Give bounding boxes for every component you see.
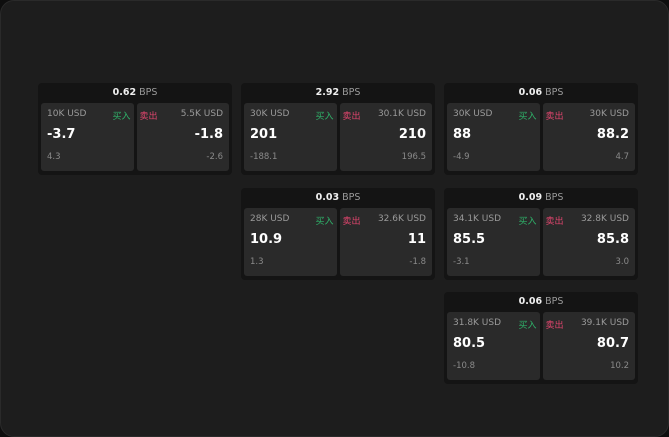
spread-header: 0.06 BPS bbox=[444, 292, 638, 312]
ask-price: 11 bbox=[407, 232, 426, 247]
bid-change: -3.1 bbox=[453, 257, 470, 267]
bid-price: 80.5 bbox=[453, 336, 486, 351]
ask-change: -2.6 bbox=[206, 152, 223, 162]
buy-panel[interactable]: 28K USD 买入 10.9 1.3 bbox=[244, 208, 337, 276]
sell-button[interactable]: 卖出 bbox=[342, 112, 361, 122]
ask-size: 5.5K USD bbox=[180, 109, 223, 119]
bid-change: -188.1 bbox=[250, 152, 278, 162]
ask-price: 85.8 bbox=[596, 232, 629, 247]
spread-unit: BPS bbox=[342, 192, 361, 203]
sell-button[interactable]: 卖出 bbox=[545, 321, 564, 331]
ask-price: -1.8 bbox=[194, 127, 223, 142]
sell-panel[interactable]: 卖出 30.1K USD 210 196.5 bbox=[339, 103, 432, 171]
sell-button[interactable]: 卖出 bbox=[139, 112, 158, 122]
quote-card: 2.92 BPS 30K USD 买入 201 -188.1 卖出 30.1K … bbox=[241, 83, 435, 175]
bid-price: 201 bbox=[250, 127, 278, 142]
buy-button[interactable]: 买入 bbox=[518, 112, 537, 122]
sell-button[interactable]: 卖出 bbox=[545, 112, 564, 122]
spread-value: 0.62 bbox=[112, 87, 137, 98]
sell-button[interactable]: 卖出 bbox=[342, 217, 361, 227]
buy-button[interactable]: 买入 bbox=[315, 217, 334, 227]
quote-card: 0.03 BPS 28K USD 买入 10.9 1.3 卖出 32.6K US… bbox=[241, 188, 435, 280]
ask-change: -1.8 bbox=[409, 257, 426, 267]
spread-unit: BPS bbox=[545, 192, 564, 203]
spread-value: 2.92 bbox=[315, 87, 340, 98]
buy-panel[interactable]: 31.8K USD 买入 80.5 -10.8 bbox=[447, 312, 540, 380]
spread-value: 0.03 bbox=[315, 192, 340, 203]
buy-panel[interactable]: 34.1K USD 买入 85.5 -3.1 bbox=[447, 208, 540, 276]
bid-price: -3.7 bbox=[47, 127, 76, 142]
buy-panel[interactable]: 10K USD 买入 -3.7 4.3 bbox=[41, 103, 134, 171]
sell-panel[interactable]: 卖出 5.5K USD -1.8 -2.6 bbox=[136, 103, 229, 171]
spread-value: 0.06 bbox=[518, 87, 543, 98]
ask-price: 210 bbox=[398, 127, 426, 142]
buy-button[interactable]: 买入 bbox=[518, 321, 537, 331]
spread-unit: BPS bbox=[545, 296, 564, 307]
sell-panel[interactable]: 卖出 32.8K USD 85.8 3.0 bbox=[542, 208, 635, 276]
buy-panel[interactable]: 30K USD 买入 88 -4.9 bbox=[447, 103, 540, 171]
bid-change: 1.3 bbox=[250, 257, 264, 267]
sell-panel[interactable]: 卖出 30K USD 88.2 4.7 bbox=[542, 103, 635, 171]
buy-button[interactable]: 买入 bbox=[112, 112, 131, 122]
quote-card: 0.06 BPS 31.8K USD 买入 80.5 -10.8 卖出 39.1… bbox=[444, 292, 638, 384]
bid-size: 30K USD bbox=[250, 109, 290, 119]
sell-button[interactable]: 卖出 bbox=[545, 217, 564, 227]
bid-change: -10.8 bbox=[453, 361, 475, 371]
bid-price: 85.5 bbox=[453, 232, 486, 247]
quote-card: 0.06 BPS 30K USD 买入 88 -4.9 卖出 30K USD 8… bbox=[444, 83, 638, 175]
spread-unit: BPS bbox=[545, 87, 564, 98]
bid-price: 88 bbox=[453, 127, 472, 142]
spread-header: 0.06 BPS bbox=[444, 83, 638, 103]
bid-size: 10K USD bbox=[47, 109, 87, 119]
spread-header: 0.62 BPS bbox=[38, 83, 232, 103]
ask-price: 88.2 bbox=[596, 127, 629, 142]
spread-value: 0.09 bbox=[518, 192, 543, 203]
bid-size: 28K USD bbox=[250, 214, 290, 224]
ask-price: 80.7 bbox=[596, 336, 629, 351]
bid-size: 31.8K USD bbox=[453, 318, 502, 328]
ask-size: 32.8K USD bbox=[580, 214, 629, 224]
sell-panel[interactable]: 卖出 39.1K USD 80.7 10.2 bbox=[542, 312, 635, 380]
spread-header: 0.09 BPS bbox=[444, 188, 638, 208]
spread-unit: BPS bbox=[342, 87, 361, 98]
sell-panel[interactable]: 卖出 32.6K USD 11 -1.8 bbox=[339, 208, 432, 276]
bid-price: 10.9 bbox=[250, 232, 283, 247]
buy-panel[interactable]: 30K USD 买入 201 -188.1 bbox=[244, 103, 337, 171]
ask-change: 10.2 bbox=[610, 361, 629, 371]
ask-change: 196.5 bbox=[401, 152, 426, 162]
spread-value: 0.06 bbox=[518, 296, 543, 307]
bid-size: 30K USD bbox=[453, 109, 493, 119]
ask-change: 3.0 bbox=[615, 257, 629, 267]
spread-unit: BPS bbox=[139, 87, 158, 98]
spread-header: 2.92 BPS bbox=[241, 83, 435, 103]
ask-size: 30K USD bbox=[589, 109, 629, 119]
quote-card: 0.62 BPS 10K USD 买入 -3.7 4.3 卖出 5.5K USD… bbox=[38, 83, 232, 175]
ask-size: 39.1K USD bbox=[580, 318, 629, 328]
bid-change: 4.3 bbox=[47, 152, 61, 162]
ask-size: 32.6K USD bbox=[377, 214, 426, 224]
bid-change: -4.9 bbox=[453, 152, 470, 162]
spread-header: 0.03 BPS bbox=[241, 188, 435, 208]
ask-size: 30.1K USD bbox=[377, 109, 426, 119]
buy-button[interactable]: 买入 bbox=[315, 112, 334, 122]
quote-card: 0.09 BPS 34.1K USD 买入 85.5 -3.1 卖出 32.8K… bbox=[444, 188, 638, 280]
ask-change: 4.7 bbox=[615, 152, 629, 162]
bid-size: 34.1K USD bbox=[453, 214, 502, 224]
buy-button[interactable]: 买入 bbox=[518, 217, 537, 227]
